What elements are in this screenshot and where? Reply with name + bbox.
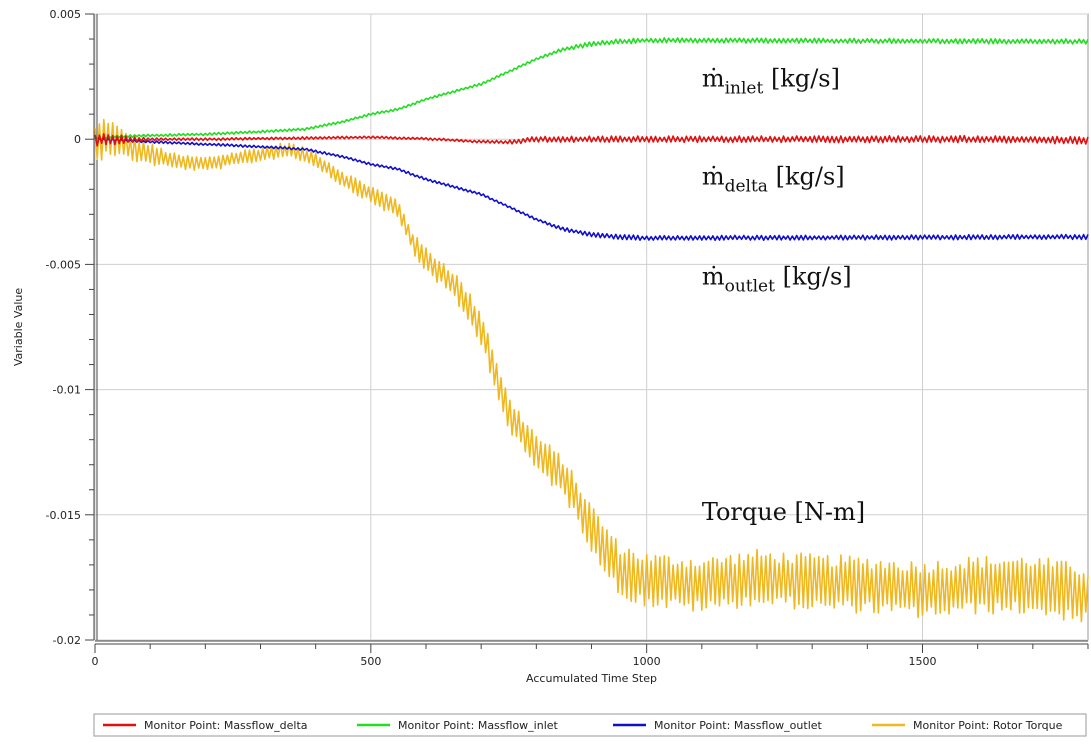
grid [94,13,1088,641]
series-line-2 [94,137,1089,242]
legend-label-3: Monitor Point: Rotor Torque [913,719,1063,732]
series-line-1 [94,37,1089,141]
annotation-label-3: Torque [N-m] [702,498,865,526]
x-tick-label: 1500 [909,655,937,668]
y-tick-label: 0 [74,133,81,146]
x-axis-title: Accumulated Time Step [526,672,657,685]
legend: Monitor Point: Massflow_delta Monitor Poi… [93,713,1087,737]
annotation-label-1: ṁdelta [kg/s] [702,162,845,196]
y-axis-title: Variable Value [12,288,25,366]
series-group [94,37,1089,623]
legend-label-0: Monitor Point: Massflow_delta [144,719,308,732]
y-tick-label: -0.02 [53,634,81,647]
y-tick-label: -0.005 [46,258,81,271]
series-line-0 [94,133,1089,147]
annotation-label-2: ṁoutlet [kg/s] [702,262,852,296]
axes [85,13,1089,653]
y-tick-label: -0.015 [46,509,81,522]
legend-label-1: Monitor Point: Massflow_inlet [398,719,559,732]
legend-label-2: Monitor Point: Massflow_outlet [654,719,823,732]
x-tick-label: 500 [360,655,381,668]
x-tick-label: 0 [92,655,99,668]
x-tick-label: 1000 [633,655,661,668]
legend-box [93,713,1087,737]
annotations: ṁinlet [kg/s] ṁdelta [kg/s] ṁoutlet [kg/s]… [702,65,865,526]
y-tick-label: -0.01 [53,384,81,397]
series-line-3 [94,118,1089,623]
y-tick-label: 0.005 [50,8,82,21]
annotation-label-0: ṁinlet [kg/s] [702,65,840,99]
